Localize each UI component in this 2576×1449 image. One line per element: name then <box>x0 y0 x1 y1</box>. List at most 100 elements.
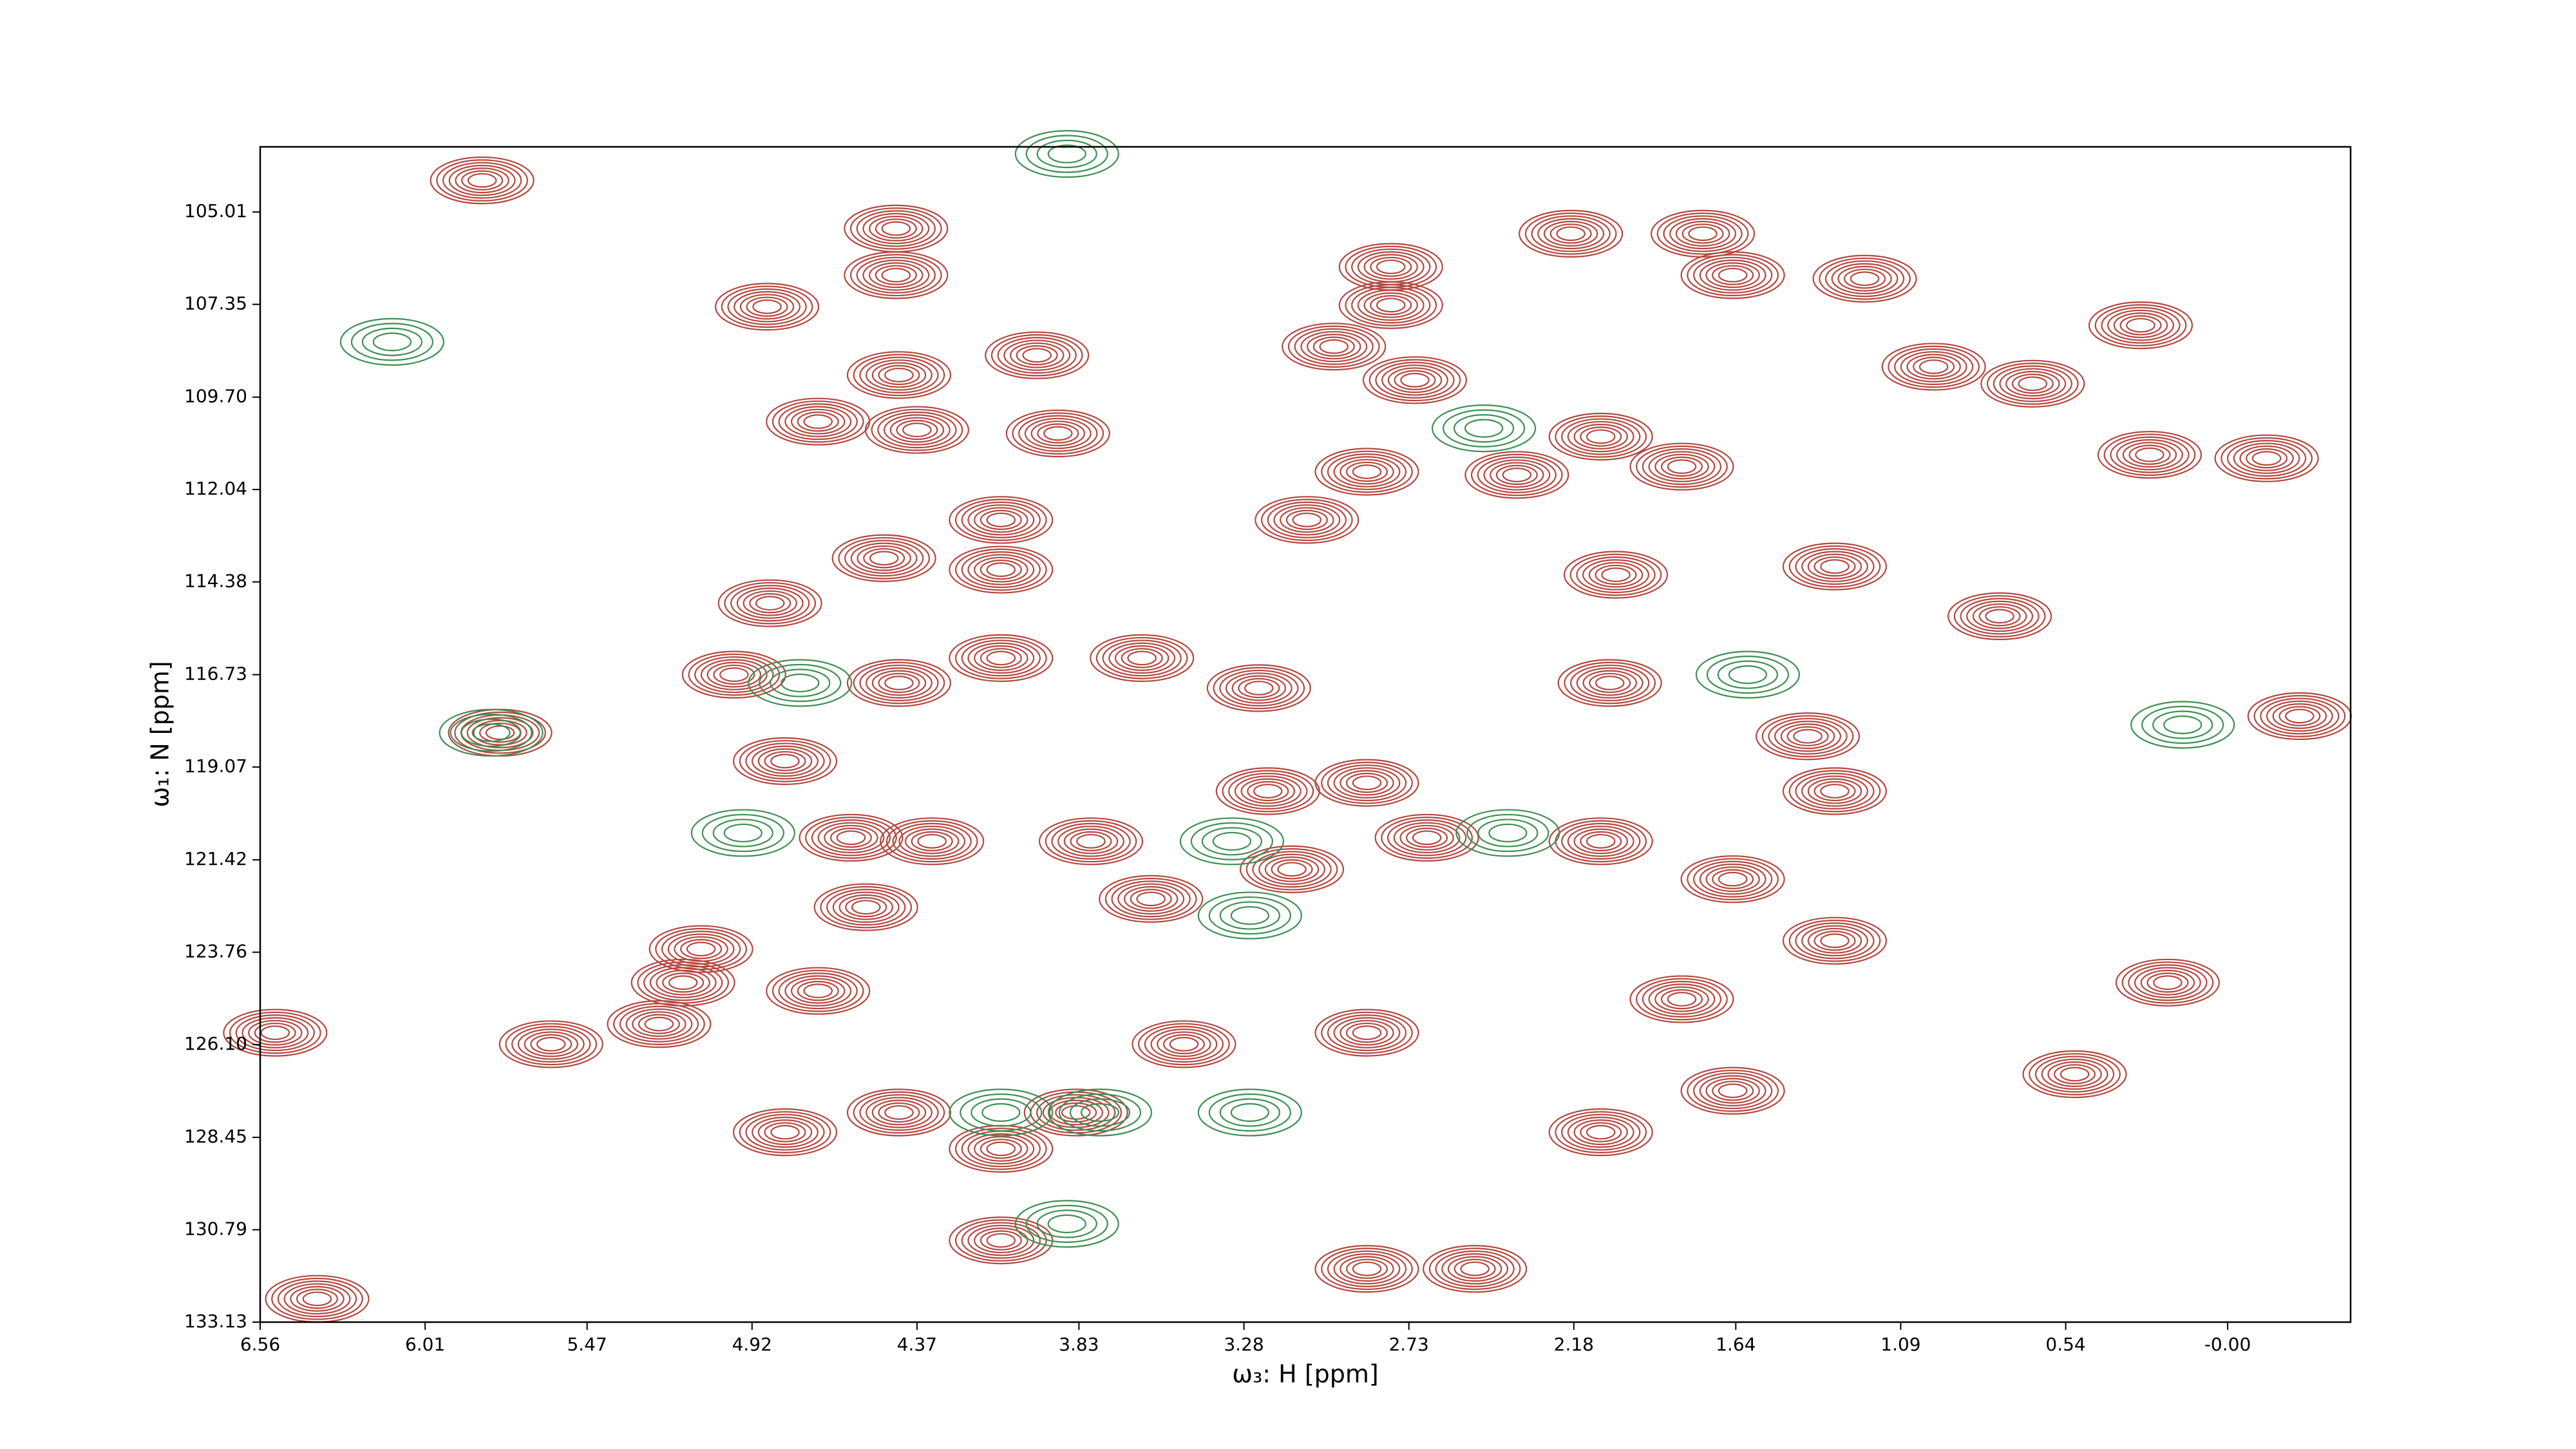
contour-ring <box>1327 764 1407 802</box>
y-tick-label: 126.10 <box>184 1033 247 1054</box>
contour-ring <box>1648 451 1716 482</box>
contour-ring <box>859 356 939 393</box>
contour-ring <box>1812 254 1917 303</box>
contour-ring <box>717 579 822 627</box>
contour-ring <box>712 819 773 848</box>
y-tick-label: 128.45 <box>184 1126 247 1147</box>
contour-ring <box>1993 365 2073 402</box>
contour-ring <box>803 983 833 999</box>
contour-ring <box>1687 858 1779 900</box>
contour-ring <box>1669 218 1737 250</box>
contour-ring <box>1586 429 1616 444</box>
contour-ring <box>1589 672 1631 694</box>
contour-ring <box>803 414 833 430</box>
contour-ring <box>859 664 939 702</box>
contour-ring <box>749 592 791 614</box>
contour-ring <box>524 1031 578 1057</box>
x-tick-label: 3.83 <box>1059 1334 1099 1355</box>
contour-ring <box>350 323 434 361</box>
contour-ring <box>1114 645 1170 671</box>
contour-ring <box>829 828 872 848</box>
contour-ring <box>1692 256 1773 294</box>
contour-ring <box>649 967 717 999</box>
contour-ring <box>1045 820 1137 863</box>
contour-ring <box>461 170 504 191</box>
contour-ring <box>625 1008 693 1040</box>
contour-ring <box>2041 1058 2108 1090</box>
contour-ring <box>1807 927 1862 954</box>
contour-ring <box>1629 442 1734 491</box>
contour-ring <box>831 534 936 582</box>
contour-ring <box>878 365 920 386</box>
contour-ring <box>1564 661 1656 705</box>
contour-ring <box>2119 315 2162 336</box>
contour-ring <box>1667 992 1697 1007</box>
contour-ring <box>1717 660 1779 689</box>
contour-ring <box>732 1108 838 1157</box>
contour-ring <box>781 673 820 693</box>
contour-ring <box>838 536 931 580</box>
contour-ring <box>1314 448 1419 496</box>
contour-ring <box>1636 978 1728 1021</box>
contour-ring <box>871 408 963 451</box>
contour-ring <box>949 634 1054 682</box>
contour-ring <box>2285 708 2315 724</box>
contour-ring <box>235 1014 315 1052</box>
contour-ring <box>662 972 705 993</box>
contour-ring <box>896 419 938 440</box>
contour-ring <box>805 816 897 859</box>
contour-ring <box>1656 213 1749 255</box>
contour-ring <box>986 650 1016 666</box>
contour-ring <box>866 1097 933 1128</box>
contour-ring <box>1206 664 1311 712</box>
contour-ring <box>1023 1088 1128 1137</box>
contour-ring <box>875 265 917 285</box>
contour-ring <box>1636 445 1728 488</box>
contour-ring <box>1005 409 1110 458</box>
contour-ring <box>917 833 947 849</box>
contour-ring <box>1548 817 1653 866</box>
contour-ring <box>1712 265 1754 285</box>
contour-ring <box>1837 265 1892 292</box>
contour-ring <box>980 1139 1022 1159</box>
contour-ring <box>688 653 781 696</box>
contour-ring <box>1586 1124 1616 1140</box>
contour-ring <box>1294 328 1374 365</box>
contour-ring <box>1576 667 1643 699</box>
contour-ring <box>454 711 546 754</box>
contour-ring <box>1345 461 1388 482</box>
contour-ring <box>1447 1256 1502 1282</box>
contour-ring <box>1285 509 1328 530</box>
contour-ring <box>736 587 804 619</box>
contour-ring <box>1333 456 1401 488</box>
contour-ring <box>1090 634 1195 682</box>
contour-ring <box>980 1230 1022 1251</box>
contour-ring <box>1718 267 1748 283</box>
contour-ring <box>1162 1034 1205 1055</box>
contour-ring <box>1918 359 1949 374</box>
contour-ring <box>986 512 1016 527</box>
contour-ring <box>361 327 423 356</box>
contour-ring <box>790 978 846 1004</box>
contour-ring <box>1121 648 1163 668</box>
contour-ring <box>448 164 516 196</box>
contour-ring <box>2152 710 2213 739</box>
contour-ring <box>1524 213 1617 255</box>
contour-ring <box>1375 361 1455 399</box>
contour-ring <box>1548 1108 1653 1157</box>
contour-ring <box>1705 866 1760 893</box>
contour-ring <box>862 259 930 291</box>
contour-ring <box>1197 891 1302 940</box>
contour-ring <box>1321 1247 1413 1291</box>
contour-ring <box>1095 637 1188 679</box>
contour-ring <box>1807 778 1862 804</box>
contour-ring <box>844 540 924 577</box>
contour-ring <box>613 1003 705 1045</box>
contour-ring <box>1363 254 1418 280</box>
contour-ring <box>974 1227 1028 1254</box>
contour-ring <box>1801 925 1868 957</box>
contour-ring <box>1561 418 1641 455</box>
contour-ring <box>1306 334 1361 360</box>
contour-ring <box>1850 271 1880 287</box>
